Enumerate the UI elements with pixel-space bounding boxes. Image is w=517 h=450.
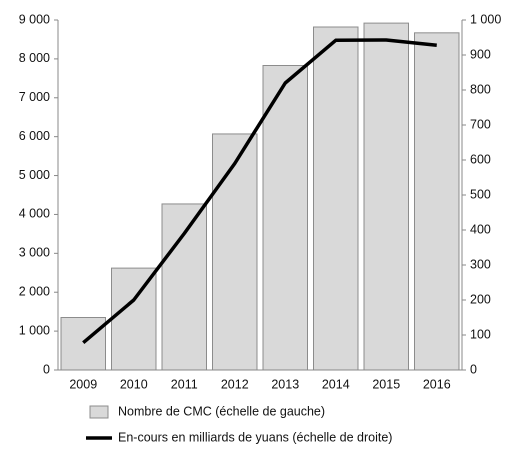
y-tick-label: 0 [43, 362, 50, 376]
y-tick-label: 8 000 [19, 51, 50, 65]
y2-tick-label: 700 [470, 117, 491, 131]
y2-tick-label: 800 [470, 82, 491, 96]
y2-tick-label: 100 [470, 327, 491, 341]
y-tick-label: 2 000 [19, 285, 50, 299]
y2-tick-label: 1 000 [470, 12, 501, 26]
y2-tick-label: 600 [470, 152, 491, 166]
bar [363, 22, 409, 371]
bar [313, 26, 359, 371]
x-tick-label: 2009 [69, 377, 97, 391]
x-tick-label: 2012 [221, 377, 249, 391]
bar [262, 65, 308, 371]
y-tick-label: 4 000 [19, 207, 50, 221]
y2-tick-label: 900 [470, 47, 491, 61]
bar [161, 203, 207, 371]
line [82, 38, 437, 345]
bar [60, 317, 106, 371]
legend-label: Nombre de CMC (échelle de gauche) [118, 404, 325, 418]
y2-tick-label: 300 [470, 257, 491, 271]
legend-swatch [89, 405, 109, 419]
y-tick-label: 7 000 [19, 90, 50, 104]
bar [212, 133, 258, 371]
y-tick-label: 9 000 [19, 12, 50, 26]
bar [414, 32, 460, 371]
legend-label: En-cours en milliards de yuans (échelle … [118, 430, 392, 444]
y2-tick-label: 0 [470, 362, 477, 376]
y2-tick-label: 500 [470, 187, 491, 201]
bar [111, 267, 157, 371]
x-tick-label: 2011 [171, 377, 198, 391]
y-tick-label: 6 000 [19, 129, 50, 143]
x-tick-label: 2010 [120, 377, 148, 391]
y2-tick-label: 200 [470, 292, 491, 306]
x-tick-label: 2015 [372, 377, 400, 391]
x-tick-label: 2016 [423, 377, 451, 391]
x-tick-label: 2013 [271, 377, 299, 391]
x-tick-label: 2014 [322, 377, 350, 391]
y2-tick-label: 400 [470, 222, 491, 236]
y-tick-label: 3 000 [19, 246, 50, 260]
y-tick-label: 1 000 [19, 323, 50, 337]
y-tick-label: 5 000 [19, 168, 50, 182]
